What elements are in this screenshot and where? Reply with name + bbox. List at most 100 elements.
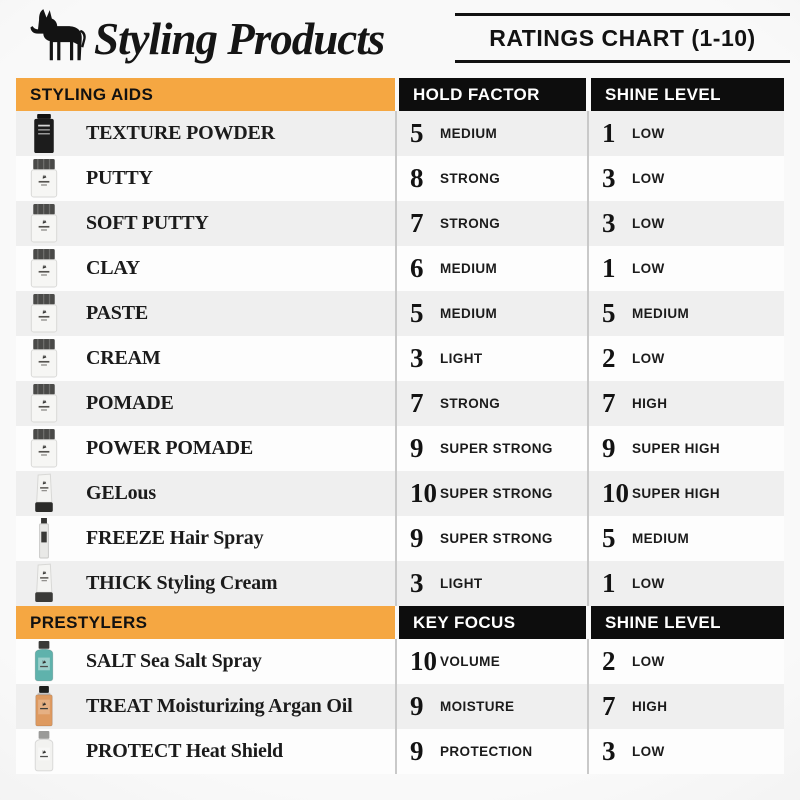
rating-descriptor: SUPER HIGH (632, 441, 721, 456)
product-name: GELous (86, 482, 156, 504)
table-row-treat-moisturizing-argan-oil: TREAT Moisturizing Argan Oil 9 MOISTURE 7 HI… (16, 684, 784, 729)
product-cell: TREAT Moisturizing Argan Oil (16, 684, 395, 729)
product-name: PUTTY (86, 167, 153, 189)
rating-score: 3 (602, 163, 616, 193)
rating-cell-col3: 10 SUPER HIGH (589, 471, 784, 516)
rating-score: 7 (410, 388, 424, 418)
product-cell: POMADE (16, 381, 395, 426)
rating-score: 2 (602, 646, 616, 676)
rating-score: 5 (410, 118, 424, 148)
rating-score: 3 (410, 568, 424, 598)
product-cell: CLAY (16, 246, 395, 291)
rating-descriptor: SUPER HIGH (632, 486, 721, 501)
rating-descriptor: MEDIUM (440, 261, 498, 276)
section-label-prestylers: PRESTYLERS (16, 606, 395, 639)
product-thumbnail-soft-putty (16, 203, 72, 244)
rating-descriptor: VOLUME (440, 654, 501, 669)
rating-descriptor: MEDIUM (632, 306, 690, 321)
product-name: PASTE (86, 302, 148, 324)
rating-descriptor: LOW (632, 216, 665, 231)
rating-cell-col3: 9 SUPER HIGH (589, 426, 784, 471)
rating-descriptor: MOISTURE (440, 699, 515, 714)
page-title: Styling Products (94, 14, 385, 64)
product-thumbnail-gelous (16, 473, 72, 514)
rating-descriptor: HIGH (632, 699, 668, 714)
table-row-protect-heat-shield: PROTECT Heat Shield 9 PROTECTION 3 LOW (16, 729, 784, 774)
rating-score: 9 (602, 433, 616, 463)
product-cell: SALT Sea Salt Spray (16, 639, 395, 684)
rating-score: 3 (602, 208, 616, 238)
table-row-texture-powder: TEXTURE POWDER 5 MEDIUM 1 LOW (16, 111, 784, 156)
rating-cell-col2: 9 SUPER STRONG (397, 516, 587, 561)
product-cell: FREEZE Hair Spray (16, 516, 395, 561)
rating-score: 7 (410, 208, 424, 238)
product-thumbnail-texture-powder (16, 113, 72, 154)
rating-cell-col2: 7 STRONG (397, 201, 587, 246)
rating-score: 2 (602, 343, 616, 373)
rating-score: 6 (410, 253, 424, 283)
rating-descriptor: LOW (632, 654, 665, 669)
rating-score: 1 (602, 118, 616, 148)
rating-descriptor: STRONG (440, 171, 501, 186)
product-name: TREAT Moisturizing Argan Oil (86, 695, 353, 717)
rating-cell-col3: 2 LOW (589, 639, 784, 684)
table-row-putty: PUTTY 8 STRONG 3 LOW (16, 156, 784, 201)
rating-cell-col2: 10 SUPER STRONG (397, 471, 587, 516)
table-row-cream: CREAM 3 LIGHT 2 LOW (16, 336, 784, 381)
product-cell: GELous (16, 471, 395, 516)
rating-score: 3 (602, 736, 616, 766)
rating-cell-col2: 9 PROTECTION (397, 729, 587, 774)
product-cell: PUTTY (16, 156, 395, 201)
rating-score: 9 (410, 691, 424, 721)
rating-descriptor: LIGHT (440, 351, 483, 366)
product-cell: PROTECT Heat Shield (16, 729, 395, 774)
rating-score: 9 (410, 736, 424, 766)
rating-cell-col3: 3 LOW (589, 156, 784, 201)
table-row-salt-sea-salt-spray: SALT Sea Salt Spray 10 VOLUME 2 LOW (16, 639, 784, 684)
rating-score: 5 (602, 298, 616, 328)
product-thumbnail-clay (16, 248, 72, 289)
rating-descriptor: SUPER STRONG (440, 486, 553, 501)
rating-descriptor: STRONG (440, 396, 501, 411)
rating-score: 5 (602, 523, 616, 553)
rating-cell-col2: 9 MOISTURE (397, 684, 587, 729)
product-name: SOFT PUTTY (86, 212, 209, 234)
rating-descriptor: LOW (632, 171, 665, 186)
rating-score: 7 (602, 691, 616, 721)
rating-cell-col2: 10 VOLUME (397, 639, 587, 684)
rating-cell-col3: 1 LOW (589, 561, 784, 606)
section-header-prestylers: PRESTYLERS KEY FOCUS SHINE LEVEL (16, 606, 784, 639)
rating-cell-col3: 7 HIGH (589, 381, 784, 426)
table-row-thick-styling-cream: THICK Styling Cream 3 LIGHT 1 LOW (16, 561, 784, 606)
rating-descriptor: MEDIUM (440, 306, 498, 321)
product-thumbnail-treat-moisturizing-argan-oil (16, 686, 72, 727)
rating-descriptor: LOW (632, 576, 665, 591)
product-thumbnail-pomade (16, 383, 72, 424)
product-name: SALT Sea Salt Spray (86, 650, 262, 672)
rating-descriptor: LOW (632, 126, 665, 141)
section-label-styling-aids: STYLING AIDS (16, 78, 395, 111)
product-thumbnail-power-pomade (16, 428, 72, 469)
product-name: PROTECT Heat Shield (86, 740, 283, 762)
rating-descriptor: MEDIUM (440, 126, 498, 141)
rating-descriptor: MEDIUM (632, 531, 690, 546)
rating-cell-col3: 5 MEDIUM (589, 516, 784, 561)
column-header-shine-level: SHINE LEVEL (591, 78, 784, 111)
product-name: CREAM (86, 347, 161, 369)
product-name: TEXTURE POWDER (86, 122, 275, 144)
rating-score: 3 (410, 343, 424, 373)
rating-score: 1 (602, 568, 616, 598)
product-thumbnail-protect-heat-shield (16, 731, 72, 772)
rating-score: 10 (410, 478, 437, 508)
column-header-shine-level: SHINE LEVEL (591, 606, 784, 639)
product-cell: CREAM (16, 336, 395, 381)
rating-score: 5 (410, 298, 424, 328)
product-cell: POWER POMADE (16, 426, 395, 471)
table-row-soft-putty: SOFT PUTTY 7 STRONG 3 LOW (16, 201, 784, 246)
rating-score: 7 (602, 388, 616, 418)
rating-cell-col3: 3 LOW (589, 201, 784, 246)
product-thumbnail-cream (16, 338, 72, 379)
rating-cell-col3: 1 LOW (589, 246, 784, 291)
product-cell: THICK Styling Cream (16, 561, 395, 606)
